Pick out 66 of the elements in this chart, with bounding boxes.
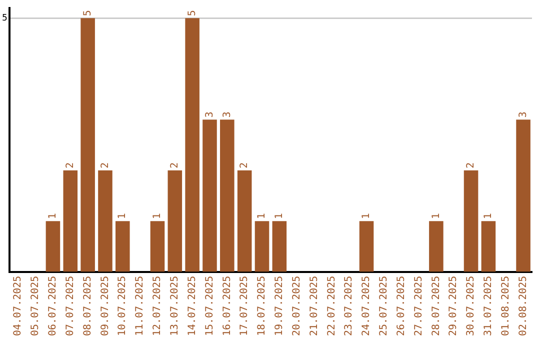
data-label: 5 [186,10,198,16]
x-tick-label: 08.07.2025 [82,276,94,336]
x-tick-label: 31.07.2025 [483,276,494,336]
data-label: 1 [152,213,164,220]
x-tick-label: 29.07.2025 [448,276,460,336]
data-label: 2 [239,162,250,168]
data-label: 1 [274,213,286,220]
bar [237,170,252,272]
bar [516,120,530,272]
data-label: 2 [466,162,477,168]
x-tick-label: 07.07.2025 [64,276,76,336]
data-label: 3 [204,112,216,118]
bar [481,221,496,272]
x-tick-label: 22.07.2025 [326,276,338,336]
data-label: 1 [256,213,268,220]
x-tick-label: 30.07.2025 [466,276,477,336]
data-label: 3 [222,112,233,118]
bar [98,170,112,272]
x-tick-label: 28.07.2025 [430,276,442,336]
bar [63,170,78,272]
x-tick-label: 16.07.2025 [222,276,233,336]
bar [429,221,444,272]
bar [80,18,95,272]
x-tick-label: 24.07.2025 [361,276,372,336]
bar [168,170,182,272]
bar [46,221,60,272]
x-tick-label: 12.07.2025 [152,276,164,336]
data-label: 5 [82,10,94,16]
data-label: 1 [361,213,372,220]
data-label: 2 [100,162,111,168]
x-tick-label: 27.07.2025 [413,276,424,336]
x-tick-label: 02.08.2025 [518,276,529,336]
x-tick-label: 11.07.2025 [134,276,146,336]
data-label: 1 [117,213,128,220]
x-tick-label: 15.07.2025 [204,276,216,336]
bar [464,170,478,272]
data-label: 2 [169,162,180,168]
bar [185,18,200,272]
x-tick-label: 10.07.2025 [117,276,128,336]
bar [359,221,374,272]
bar [254,221,270,272]
x-tick-label: 13.07.2025 [169,276,180,336]
x-tick-label: 25.07.2025 [378,276,390,336]
bar [272,221,287,272]
x-tick-label: 06.07.2025 [48,276,59,336]
data-label: 3 [518,112,529,118]
x-tick-label: 20.07.2025 [291,276,302,336]
data-label: 1 [48,213,59,220]
x-tick-label: 26.07.2025 [396,276,407,336]
x-tick-label: 19.07.2025 [274,276,286,336]
bar [220,120,234,272]
bar [150,221,165,272]
x-tick-label: 04.07.2025 [12,276,24,336]
x-tick-label: 01.08.2025 [500,276,512,336]
bar [116,221,130,272]
x-tick-label: 17.07.2025 [239,276,250,336]
x-tick-label: 18.07.2025 [256,276,268,336]
x-tick-label: 14.07.2025 [186,276,198,336]
x-tick-label: 09.07.2025 [100,276,111,336]
x-tick-label: 21.07.2025 [308,276,320,336]
data-label: 2 [64,162,76,168]
data-label: 1 [483,213,494,220]
x-tick-label: 05.07.2025 [30,276,42,336]
x-tick-label: 23.07.2025 [344,276,355,336]
bar [202,120,217,272]
data-label: 1 [430,213,442,220]
